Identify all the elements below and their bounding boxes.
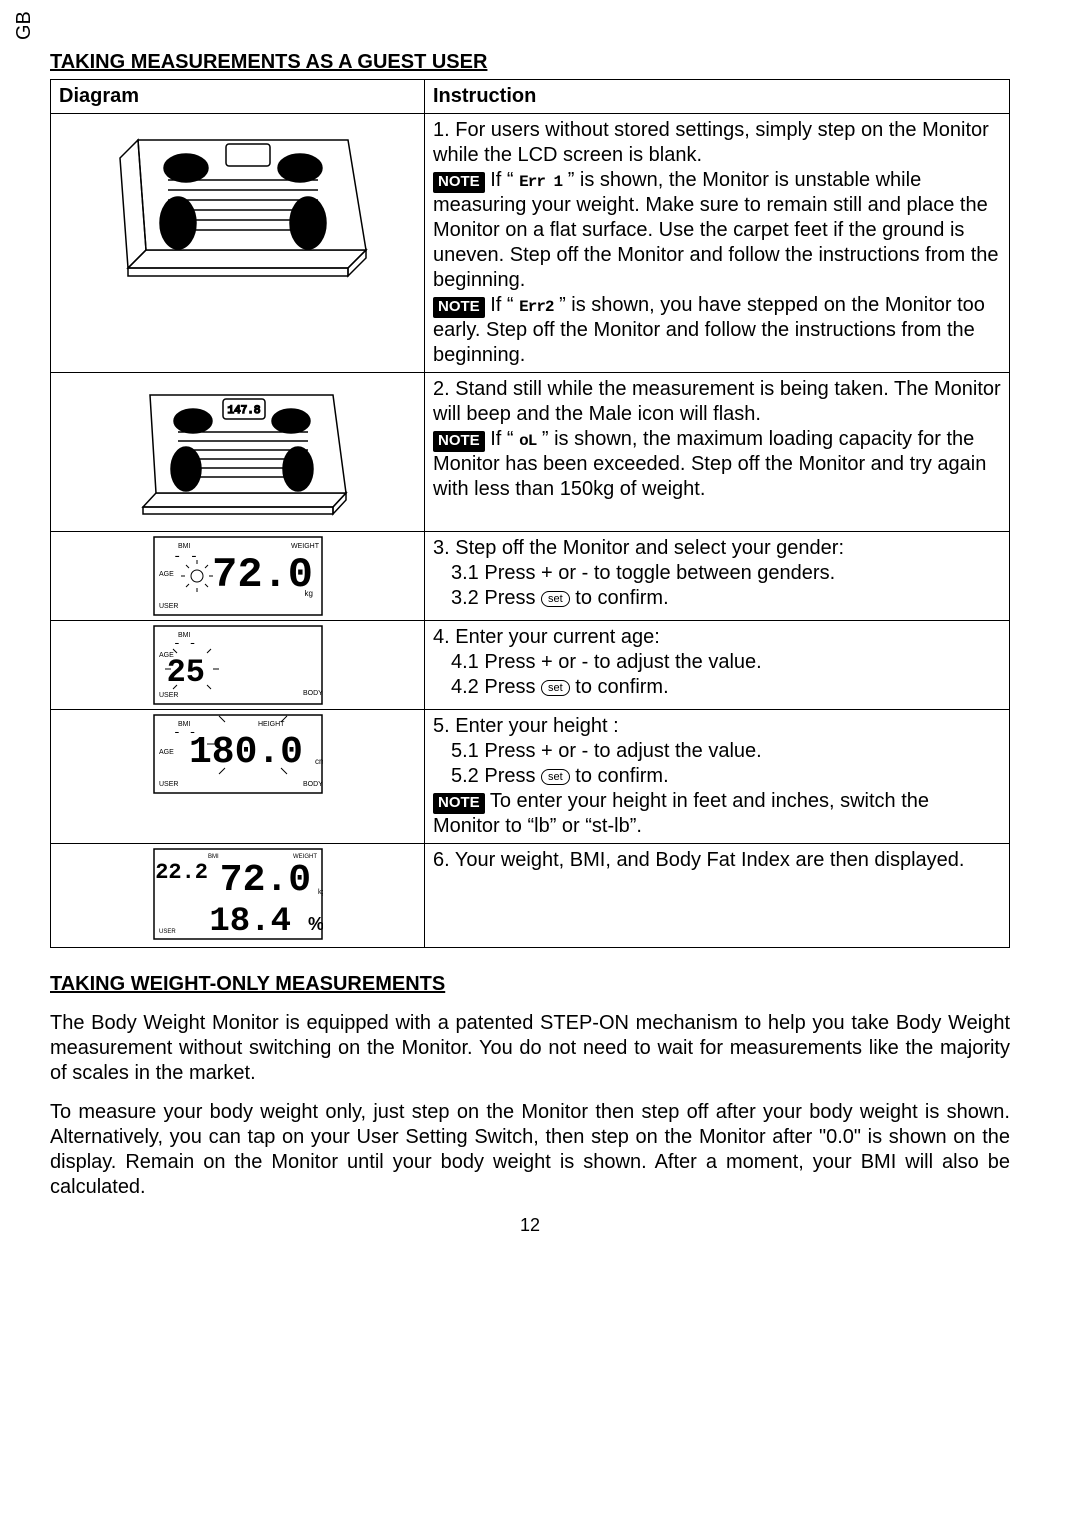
note-text: If “ [485, 294, 519, 316]
svg-text:22.2: 22.2 [155, 860, 208, 885]
svg-text:AGE: AGE [159, 749, 174, 756]
lcd-error-code: Err 1 [519, 173, 562, 191]
svg-text:72.0: 72.0 [212, 551, 313, 599]
substep-text: 4.1 Press + or - to adjust the value. [433, 651, 762, 673]
note-text: If “ [485, 428, 519, 450]
body-paragraph: The Body Weight Monitor is equipped with… [50, 1011, 1010, 1086]
set-button-icon: set [541, 769, 570, 785]
section1-heading: TAKING MEASUREMENTS AS A GUEST USER [50, 50, 1010, 75]
svg-text:18.4: 18.4 [209, 903, 291, 941]
svg-text:180.0: 180.0 [188, 731, 302, 774]
instruction-cell: 4. Enter your current age: 4.1 Press + o… [425, 621, 1010, 710]
scale-diagram-icon: 147.8 [128, 377, 348, 527]
diagram-cell: BMI AGE USER - - 25 BODY FAT [51, 621, 425, 710]
svg-text:kg: kg [318, 889, 323, 896]
svg-text:147.8: 147.8 [227, 405, 260, 417]
instruction-cell: 1. For users without stored settings, si… [425, 114, 1010, 373]
svg-text:BMI: BMI [208, 854, 219, 860]
step-text: 2. Stand still while the measurement is … [433, 378, 1001, 425]
substep-text: 3.1 Press + or - to toggle between gende… [433, 562, 835, 584]
side-language-label: GB [12, 11, 37, 40]
diagram-cell: BMI WEIGHT USER 22.2 72.0 kg 18.4 % [51, 844, 425, 948]
table-row: BMI WEIGHT AGE USER - - [51, 532, 1010, 621]
substep-text: 3.2 Press [451, 587, 541, 609]
instruction-cell: 6. Your weight, BMI, and Body Fat Index … [425, 844, 1010, 948]
table-row: BMI WEIGHT USER 22.2 72.0 kg 18.4 % 6. Y… [51, 844, 1010, 948]
section2-heading: TAKING WEIGHT-ONLY MEASUREMENTS [50, 972, 1010, 997]
set-button-icon: set [541, 591, 570, 607]
svg-text:- -: - - [173, 636, 196, 651]
note-text: To enter your height in feet and inches,… [433, 790, 929, 837]
table-row: 1. For users without stored settings, si… [51, 114, 1010, 373]
note-badge: NOTE [433, 297, 485, 318]
svg-text:%: % [308, 914, 323, 934]
instruction-cell: 2. Stand still while the measurement is … [425, 373, 1010, 532]
svg-text:- -: - - [173, 549, 198, 565]
lcd-error-code: Err2 [519, 298, 553, 316]
table-row: BMI AGE USER - - 25 BODY FAT [51, 621, 1010, 710]
svg-text:USER: USER [159, 781, 178, 788]
svg-text:BODY FAT: BODY FAT [303, 690, 323, 697]
set-button-icon: set [541, 680, 570, 696]
step-text: 1. For users without stored settings, si… [433, 119, 989, 166]
note-text: If “ [485, 169, 519, 191]
col-header-instruction: Instruction [425, 80, 1010, 114]
instruction-cell: 3. Step off the Monitor and select your … [425, 532, 1010, 621]
svg-text:USER: USER [159, 692, 178, 699]
svg-text:AGE: AGE [159, 571, 174, 578]
instruction-cell: 5. Enter your height : 5.1 Press + or - … [425, 710, 1010, 844]
substep-text: to confirm. [570, 676, 669, 698]
scale-diagram-icon [108, 118, 368, 298]
svg-text:kg: kg [304, 589, 312, 598]
substep-text: 5.1 Press + or - to adjust the value. [433, 740, 762, 762]
body-paragraph: To measure your body weight only, just s… [50, 1100, 1010, 1200]
svg-text:cm: cm [315, 757, 323, 766]
substep-text: to confirm. [570, 765, 669, 787]
step-text: 3. Step off the Monitor and select your … [433, 537, 844, 559]
table-row: BMI HEIGHT AGE USER - - 180.0 cm BODY FA… [51, 710, 1010, 844]
col-header-diagram: Diagram [51, 80, 425, 114]
diagram-cell [51, 114, 425, 373]
lcd-display-icon: BMI AGE USER - - 25 BODY FAT [153, 625, 323, 705]
step-text: 4. Enter your current age: [433, 626, 660, 648]
page-number: 12 [50, 1214, 1010, 1237]
note-badge: NOTE [433, 172, 485, 193]
svg-text:25: 25 [166, 654, 204, 691]
svg-text:USER: USER [159, 929, 176, 935]
diagram-cell: BMI HEIGHT AGE USER - - 180.0 cm BODY FA… [51, 710, 425, 844]
svg-text:72.0: 72.0 [219, 859, 310, 902]
svg-text:USER: USER [159, 603, 178, 610]
instruction-table: Diagram Instruction [50, 79, 1010, 948]
lcd-display-icon: BMI HEIGHT AGE USER - - 180.0 cm BODY FA… [153, 714, 323, 799]
step-text: 5. Enter your height : [433, 715, 619, 737]
lcd-error-code: oL [519, 432, 536, 450]
substep-text: to confirm. [570, 587, 669, 609]
svg-text:BODY FAT: BODY FAT [303, 781, 323, 788]
table-row: 147.8 2. Stand still while t [51, 373, 1010, 532]
note-badge: NOTE [433, 431, 485, 452]
substep-text: 4.2 Press [451, 676, 541, 698]
substep-text: 5.2 Press [451, 765, 541, 787]
diagram-cell: 147.8 [51, 373, 425, 532]
diagram-cell: BMI WEIGHT AGE USER - - [51, 532, 425, 621]
svg-text:WEIGHT: WEIGHT [291, 543, 320, 550]
note-badge: NOTE [433, 793, 485, 814]
lcd-display-icon: BMI WEIGHT AGE USER - - [153, 536, 323, 616]
lcd-display-icon: BMI WEIGHT USER 22.2 72.0 kg 18.4 % [153, 848, 323, 943]
step-text: 6. Your weight, BMI, and Body Fat Index … [433, 849, 964, 871]
